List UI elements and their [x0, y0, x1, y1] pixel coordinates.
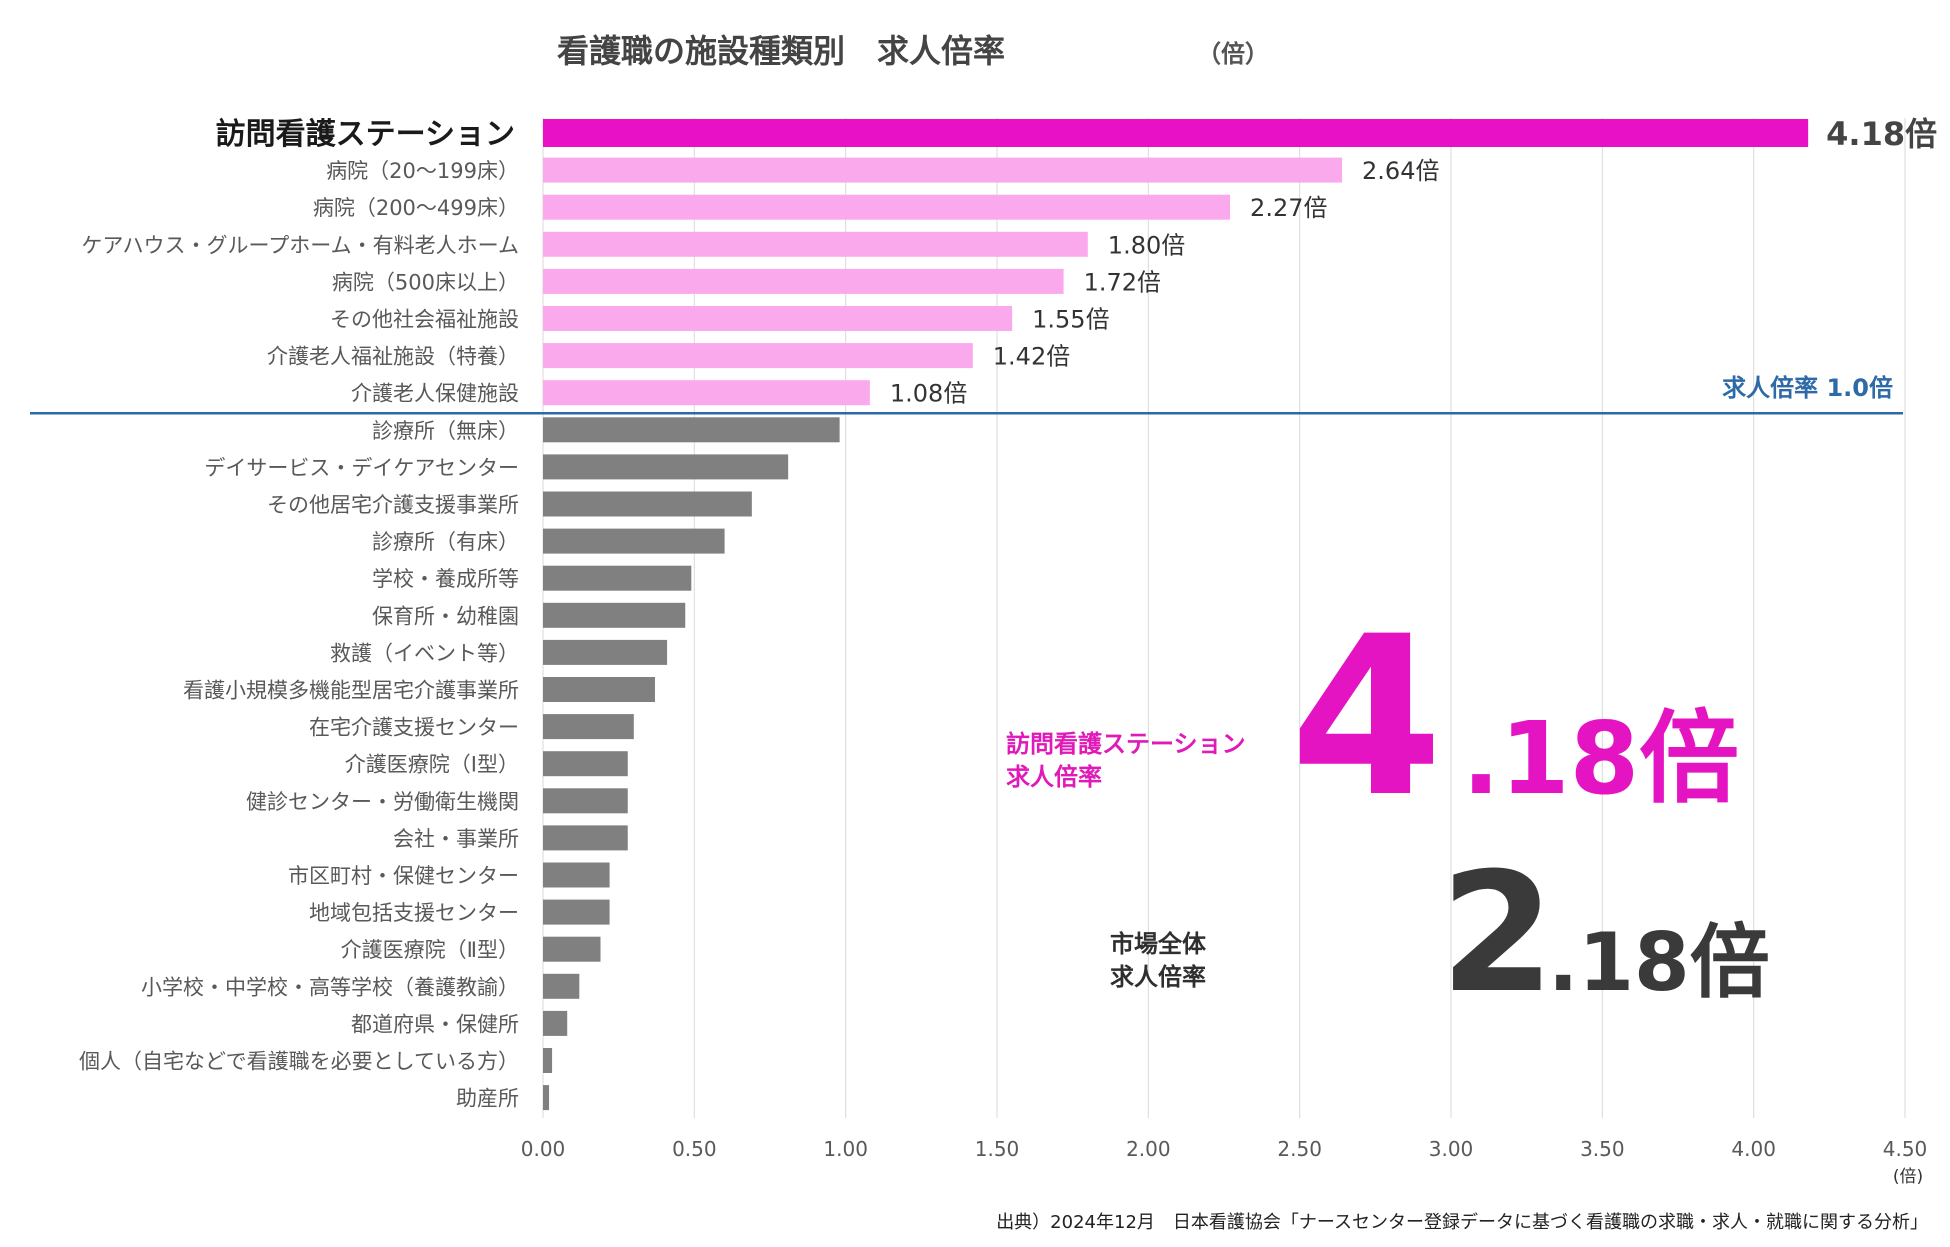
category-label: その他社会福祉施設 — [330, 308, 519, 332]
bar — [543, 677, 655, 702]
x-axis-unit: (倍) — [1893, 1167, 1923, 1187]
source-note: 出典）2024年12月 日本看護協会「ナースセンター登録データに基づく看護職の求… — [996, 1212, 1928, 1233]
bar — [543, 825, 628, 851]
x-tick-label: 4.50 — [1883, 1137, 1928, 1161]
bar — [543, 1048, 553, 1073]
category-label: 助産所 — [456, 1087, 519, 1111]
x-tick-label: 0.00 — [521, 1137, 566, 1161]
bar — [543, 788, 628, 814]
category-label: 会社・事業所 — [393, 827, 519, 851]
bar — [543, 936, 601, 962]
callout-market-value-dec: .18倍 — [1548, 916, 1770, 1009]
category-label: 救護（イベント等） — [330, 641, 519, 665]
bar — [543, 454, 789, 480]
bar — [543, 1010, 568, 1036]
category-label: 健診センター・労働衛生機関 — [246, 790, 519, 814]
bar — [543, 306, 1013, 331]
category-label: 個人（自宅などで看護職を必要としている方） — [79, 1050, 519, 1074]
value-label: 2.64倍 — [1362, 157, 1439, 185]
callout-market-label-line2: 求人倍率 — [1110, 963, 1206, 991]
category-label: 小学校・中学校・高等学校（養護教諭） — [141, 975, 519, 999]
value-label: 1.08倍 — [890, 380, 967, 408]
bar — [543, 862, 610, 888]
bar — [543, 231, 1088, 257]
category-label: その他居宅介護支援事業所 — [267, 493, 519, 517]
value-label: 1.72倍 — [1084, 268, 1161, 296]
x-tick-label: 3.50 — [1580, 1137, 1625, 1161]
value-label: 1.80倍 — [1108, 231, 1185, 259]
value-labels: 4.18倍 2.64倍 2.27倍 1.80倍 1.72倍 1.55倍 1.42倍 1.08倍 — [890, 115, 1937, 408]
callout-visit-label-line2: 求人倍率 — [1006, 763, 1102, 791]
reference-line-label: 求人倍率 1.0倍 — [1722, 374, 1893, 402]
category-label: 介護老人保健施設 — [351, 382, 519, 406]
callout-visit-value-int: 4 — [1290, 589, 1443, 845]
x-tick-label: 2.00 — [1126, 1137, 1171, 1161]
category-label: 地域包括支援センター — [309, 901, 519, 925]
bar — [543, 268, 1064, 294]
value-label: 2.27倍 — [1250, 194, 1327, 222]
x-tick-label: 2.50 — [1277, 1137, 1322, 1161]
bar — [543, 343, 973, 369]
category-label: 保育所・幼稚園 — [372, 604, 519, 628]
callout-visit-value-dec: .18倍 — [1462, 700, 1739, 817]
category-label: 診療所（有床） — [372, 530, 519, 554]
category-label: 診療所（無床） — [372, 419, 519, 443]
category-label: 病院（200～499床） — [313, 196, 519, 220]
value-label: 1.42倍 — [993, 343, 1070, 371]
bar — [543, 380, 870, 406]
bar — [543, 565, 692, 591]
x-tick-label: 1.50 — [975, 1137, 1020, 1161]
category-label: デイサービス・デイケアセンター — [204, 456, 519, 480]
callout-market-value-int: 2 — [1440, 837, 1555, 1029]
bar — [543, 528, 725, 554]
category-label: 学校・養成所等 — [372, 567, 519, 591]
category-label: 介護老人福祉施設（特養） — [267, 345, 519, 369]
bars — [543, 119, 1809, 1111]
x-tick-label: 1.00 — [823, 1137, 868, 1161]
category-label: ケアハウス・グループホーム・有料老人ホーム — [81, 233, 519, 257]
category-label: 訪問看護ステーション — [216, 117, 515, 152]
x-tick-label: 3.00 — [1429, 1137, 1474, 1161]
x-axis-ticks: 0.00 0.50 1.00 1.50 2.00 2.50 3.00 3.50 4.00 4.50 — [521, 1137, 1928, 1161]
category-label: 介護医療院（Ⅰ型） — [345, 753, 519, 777]
bar — [543, 751, 628, 777]
value-label: 4.18倍 — [1826, 115, 1937, 153]
bar — [543, 1085, 550, 1111]
chart-title: 看護職の施設種類別 求人倍率 — [557, 32, 1005, 70]
bar — [543, 157, 1343, 183]
callout-visit-label-line1: 訪問看護ステーション — [1006, 730, 1246, 758]
bar — [543, 491, 752, 517]
category-label: 看護小規模多機能型居宅介護事業所 — [183, 679, 519, 703]
x-tick-label: 0.50 — [672, 1137, 717, 1161]
bar — [543, 714, 634, 740]
bar — [543, 973, 580, 999]
category-label: 病院（20～199床） — [326, 159, 519, 183]
category-label: 在宅介護支援センター — [309, 716, 519, 740]
callout-market-label-line1: 市場全体 — [1110, 930, 1207, 958]
bar — [543, 417, 840, 443]
category-label: 市区町村・保健センター — [288, 864, 519, 888]
bar — [543, 899, 610, 925]
value-label: 1.55倍 — [1032, 306, 1109, 334]
x-tick-label: 4.00 — [1731, 1137, 1776, 1161]
chart-title-unit: （倍） — [1197, 40, 1269, 68]
bar — [543, 602, 686, 628]
category-label: 病院（500床以上） — [332, 270, 519, 294]
category-label: 介護医療院（Ⅱ型） — [341, 938, 519, 962]
category-label: 都道府県・保健所 — [351, 1012, 519, 1036]
bar — [543, 639, 668, 665]
bar — [543, 119, 1809, 147]
bar — [543, 194, 1231, 220]
